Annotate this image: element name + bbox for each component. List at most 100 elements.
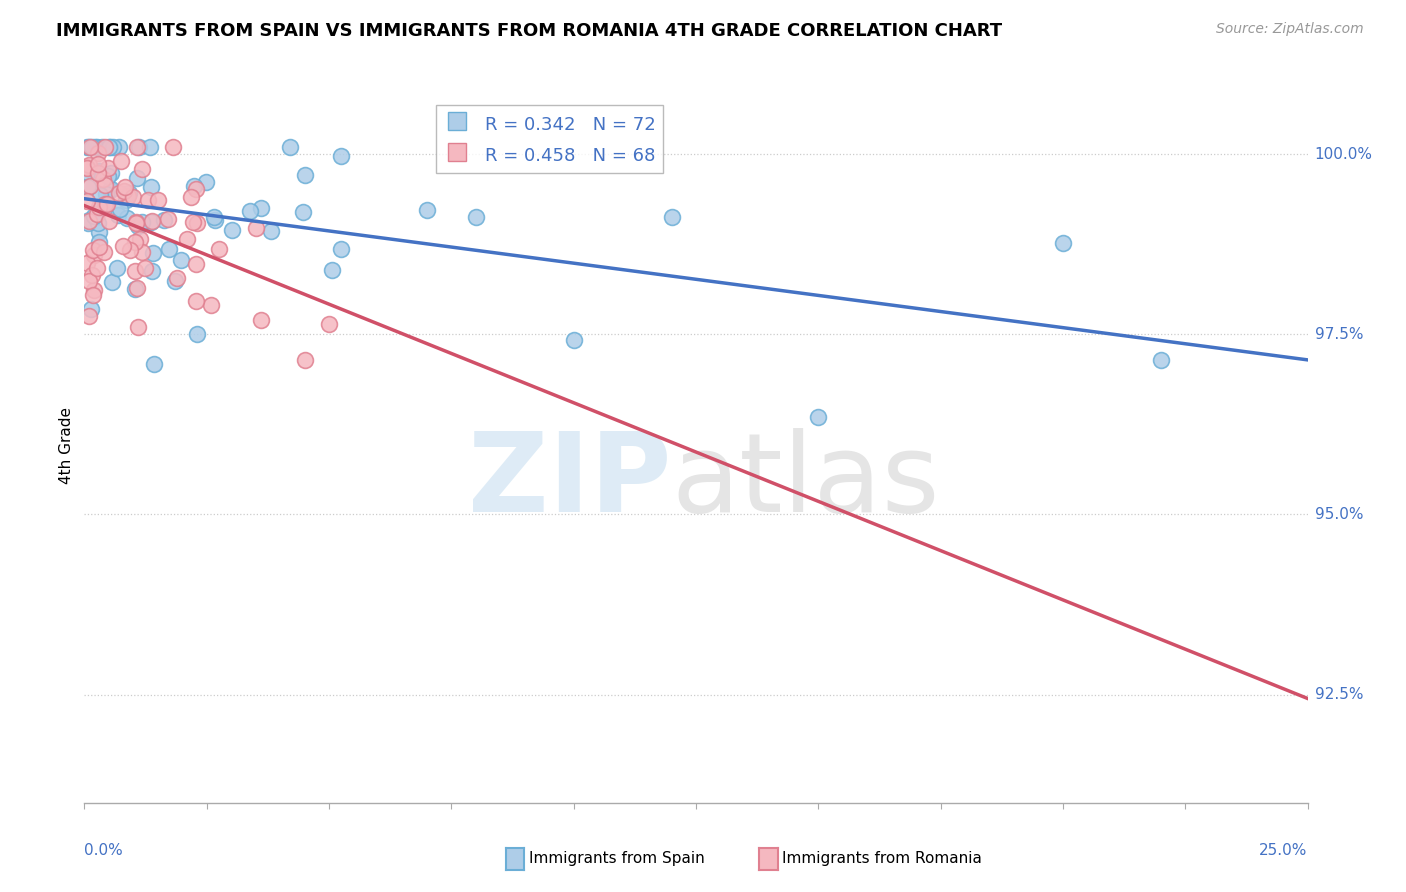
- Point: [87, 217, 110, 231]
- Point: [807, 409, 830, 424]
- Point: [136, 193, 159, 207]
- Point: [76, 180, 98, 194]
- Point: [79, 140, 101, 154]
- Point: [83, 248, 105, 262]
- Point: [141, 213, 163, 227]
- Point: [166, 271, 188, 285]
- Point: [1052, 236, 1074, 251]
- Point: [661, 210, 683, 224]
- Point: [118, 186, 141, 200]
- Point: [141, 264, 163, 278]
- Point: [294, 353, 316, 368]
- Text: 25.0%: 25.0%: [1260, 843, 1308, 858]
- Point: [131, 162, 153, 177]
- Point: [141, 180, 163, 194]
- Point: [148, 193, 170, 207]
- Point: [112, 184, 135, 198]
- Point: [97, 161, 120, 175]
- Point: [90, 140, 112, 154]
- Point: [80, 268, 103, 282]
- Point: [127, 171, 149, 186]
- Point: [208, 242, 231, 256]
- Point: [96, 196, 118, 211]
- Point: [76, 160, 98, 174]
- Point: [97, 140, 120, 154]
- Point: [127, 320, 149, 334]
- Point: [204, 212, 226, 227]
- Point: [125, 140, 148, 154]
- Point: [96, 186, 118, 201]
- Text: IMMIGRANTS FROM SPAIN VS IMMIGRANTS FROM ROMANIA 4TH GRADE CORRELATION CHART: IMMIGRANTS FROM SPAIN VS IMMIGRANTS FROM…: [56, 22, 1002, 40]
- Point: [87, 201, 110, 215]
- Point: [139, 140, 162, 154]
- Point: [124, 216, 146, 230]
- Point: [98, 140, 121, 154]
- Point: [124, 282, 146, 296]
- Text: 97.5%: 97.5%: [1315, 326, 1362, 342]
- Point: [181, 215, 204, 229]
- Point: [105, 260, 128, 275]
- Point: [153, 212, 176, 227]
- Text: ZIP: ZIP: [468, 428, 672, 535]
- Point: [115, 211, 138, 226]
- Point: [318, 317, 340, 331]
- Point: [141, 215, 163, 229]
- Point: [127, 219, 149, 234]
- Point: [107, 208, 129, 222]
- Point: [97, 169, 120, 183]
- Point: [76, 165, 98, 179]
- Point: [170, 253, 193, 268]
- Point: [87, 163, 110, 178]
- Text: atlas: atlas: [672, 428, 941, 535]
- Point: [124, 264, 146, 278]
- Point: [86, 166, 108, 180]
- Point: [294, 169, 316, 183]
- Point: [239, 204, 262, 219]
- Point: [82, 288, 104, 302]
- Point: [82, 243, 104, 257]
- Point: [86, 260, 108, 275]
- Point: [176, 231, 198, 245]
- Point: [249, 201, 271, 215]
- Text: Immigrants from Spain: Immigrants from Spain: [529, 852, 704, 866]
- Point: [114, 180, 136, 194]
- Point: [180, 190, 202, 204]
- Point: [157, 243, 180, 257]
- Point: [202, 210, 225, 224]
- Point: [90, 200, 112, 214]
- Point: [128, 232, 150, 246]
- Point: [97, 214, 120, 228]
- Text: 0.0%: 0.0%: [84, 843, 124, 858]
- Point: [156, 212, 179, 227]
- Point: [329, 242, 352, 256]
- Point: [79, 179, 101, 194]
- Point: [184, 182, 207, 196]
- Point: [77, 158, 100, 172]
- Legend: R = 0.342   N = 72, R = 0.458   N = 68: R = 0.342 N = 72, R = 0.458 N = 68: [436, 105, 662, 173]
- Point: [184, 294, 207, 309]
- Y-axis label: 4th Grade: 4th Grade: [59, 408, 75, 484]
- Point: [260, 223, 283, 237]
- Point: [142, 357, 165, 371]
- Point: [124, 235, 146, 250]
- Point: [112, 239, 135, 253]
- Point: [125, 215, 148, 229]
- Point: [89, 235, 111, 249]
- Text: 100.0%: 100.0%: [1315, 146, 1372, 161]
- Point: [86, 140, 108, 154]
- Point: [100, 182, 122, 196]
- Point: [89, 239, 111, 253]
- Point: [221, 223, 243, 237]
- Point: [77, 213, 100, 227]
- Text: Source: ZipAtlas.com: Source: ZipAtlas.com: [1216, 22, 1364, 37]
- Point: [464, 210, 486, 224]
- Point: [79, 140, 101, 154]
- Point: [194, 175, 217, 189]
- Point: [200, 297, 222, 311]
- Point: [83, 283, 105, 297]
- Point: [183, 179, 205, 194]
- Point: [107, 140, 129, 154]
- Point: [117, 189, 139, 203]
- Point: [77, 213, 100, 227]
- Point: [163, 274, 186, 288]
